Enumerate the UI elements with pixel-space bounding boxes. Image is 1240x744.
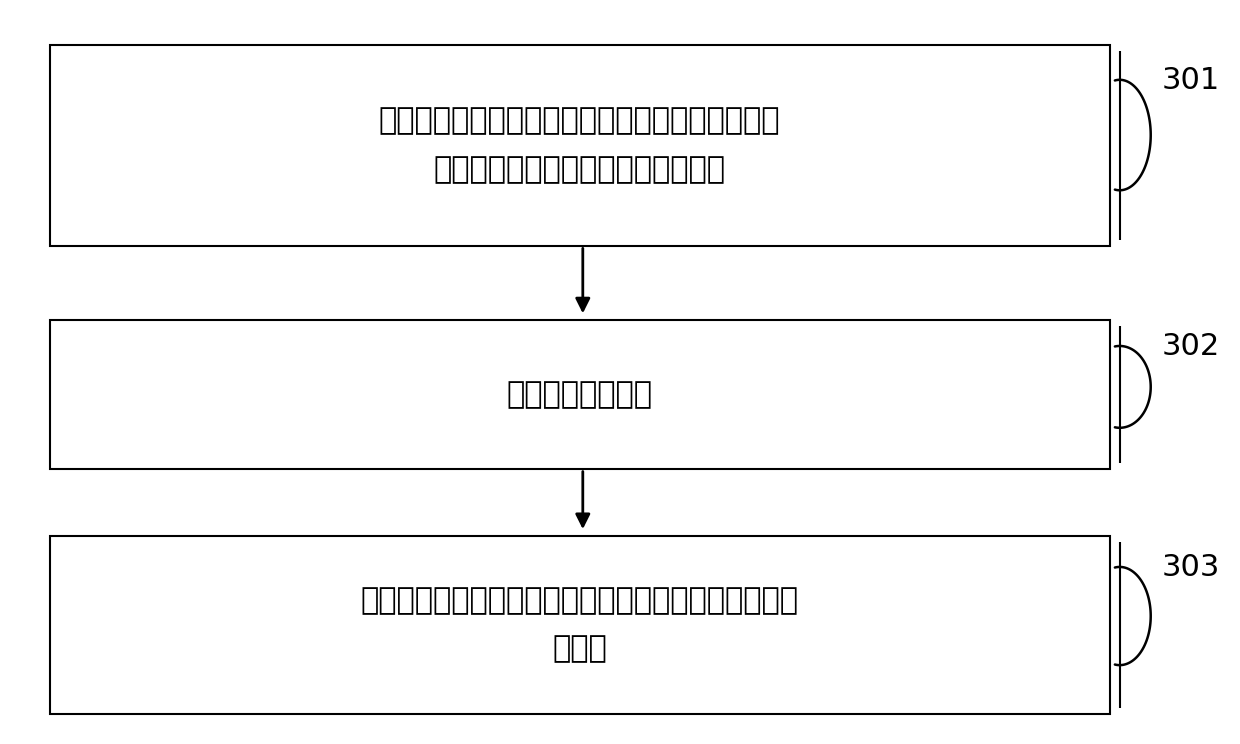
Text: 302: 302 (1162, 333, 1219, 361)
Text: 发送获取网络设备标识的请求信息；所述网络设备: 发送获取网络设备标识的请求信息；所述网络设备 (379, 106, 780, 135)
Bar (50, 45, 1110, 246)
Bar (50, 536, 1110, 714)
Text: 301: 301 (1162, 66, 1219, 95)
Text: 接收网络设备标识: 接收网络设备标识 (507, 380, 652, 408)
Text: 发送终端日志和对应的所述网络设备标识，用于定位网: 发送终端日志和对应的所述网络设备标识，用于定位网 (361, 586, 799, 615)
Text: 303: 303 (1161, 554, 1220, 583)
Text: 络故障: 络故障 (552, 635, 608, 664)
Bar (50, 320, 1110, 469)
Text: 标识，用于唯一标识对应的网络设备: 标识，用于唯一标识对应的网络设备 (434, 155, 725, 184)
